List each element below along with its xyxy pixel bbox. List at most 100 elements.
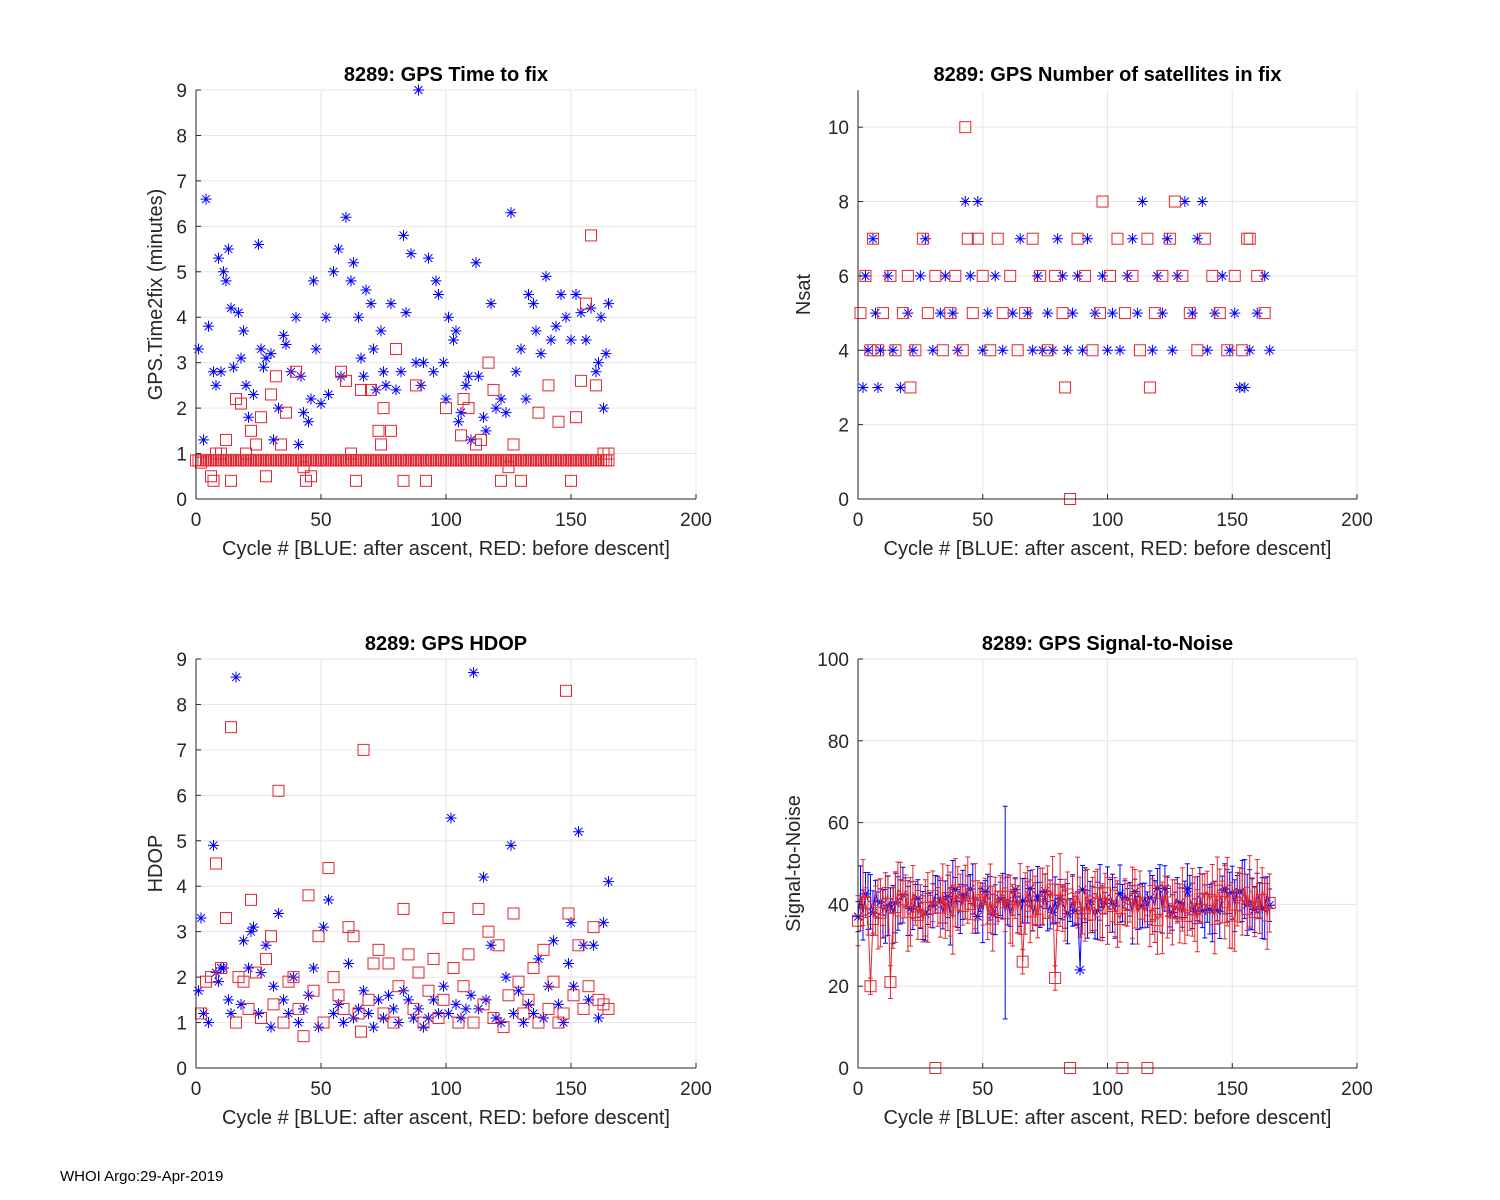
red-point (377, 1007, 390, 1020)
blue-point (225, 1007, 237, 1019)
red-point (1173, 907, 1186, 920)
blue-point (593, 1012, 604, 1024)
red-point (452, 1016, 465, 1029)
blue-point (490, 1012, 502, 1024)
red-point (1046, 883, 1059, 896)
blue-point (198, 1007, 209, 1019)
blue-point (380, 379, 392, 391)
red-point (437, 993, 450, 1006)
red-point (1198, 232, 1211, 245)
red-point (876, 307, 889, 320)
red-point (1143, 910, 1156, 923)
blue-point (258, 361, 269, 373)
red-point (387, 1016, 400, 1029)
blue-point (450, 325, 462, 337)
blue-point (473, 370, 484, 382)
red-point (532, 406, 545, 419)
x-tick-label: 0 (853, 1079, 864, 1100)
red-point (272, 784, 285, 797)
y-tick-label: 6 (176, 217, 187, 238)
red-point (382, 957, 395, 970)
blue-point (383, 989, 394, 1001)
red-point (297, 1030, 310, 1043)
blue-point (947, 307, 959, 319)
blue-point (1062, 344, 1074, 356)
red-point (1188, 903, 1201, 916)
red-point (205, 470, 217, 483)
blue-point (495, 393, 507, 405)
red-point (587, 921, 600, 934)
blue-point (580, 334, 592, 346)
x-axis-label: Cycle # [BLUE: after ascent, RED: before… (222, 1107, 670, 1129)
red-point (944, 307, 957, 320)
blue-point (283, 1007, 294, 1019)
blue-point (565, 917, 577, 929)
blue-point (510, 366, 522, 378)
red-point (362, 993, 375, 1006)
red-point (1243, 232, 1256, 245)
blue-point (243, 411, 254, 423)
y-axis-label: Nsat (793, 273, 815, 315)
blue-point (1161, 233, 1173, 245)
blue-point (1007, 307, 1019, 319)
blue-point (1126, 233, 1138, 245)
red-point (936, 344, 949, 357)
blue-point (395, 366, 407, 378)
y-tick-label: 2 (838, 416, 849, 437)
blue-point (323, 388, 334, 400)
blue-point (1097, 270, 1109, 282)
blue-point (360, 284, 372, 296)
blue-point (318, 921, 329, 933)
blue-point (570, 289, 582, 300)
red-point (1096, 195, 1109, 208)
red-point (432, 1012, 445, 1025)
red-point (1136, 896, 1149, 909)
y-tick-label: 8 (838, 193, 849, 214)
red-point (427, 952, 440, 965)
blue-point (215, 366, 227, 378)
blue-point (413, 84, 424, 96)
red-point (567, 989, 580, 1002)
red-point (1133, 344, 1146, 357)
red-point (1113, 913, 1126, 926)
red-point (245, 424, 257, 437)
y-tick-label: 0 (838, 490, 849, 511)
red-point (392, 980, 405, 993)
plot-marks (190, 84, 615, 487)
blue-point (1077, 884, 1089, 896)
blue-point (303, 416, 314, 428)
blue-point (1151, 270, 1163, 282)
red-point (889, 344, 902, 357)
red-point (1181, 909, 1194, 922)
blue-point (545, 334, 557, 346)
y-tick-label: 2 (176, 968, 187, 989)
red-point (547, 975, 560, 988)
red-point (385, 424, 397, 437)
blue-point (323, 894, 334, 906)
red-point (332, 989, 345, 1002)
red-point (1071, 232, 1084, 245)
red-point (956, 899, 969, 912)
blue-point (448, 334, 459, 346)
red-point (1126, 269, 1139, 282)
blue-point (857, 381, 869, 393)
plot-marks (193, 667, 615, 1043)
blue-point (553, 998, 564, 1010)
blue-point (333, 243, 344, 255)
blue-point (485, 939, 497, 951)
blue-point (867, 233, 879, 245)
red-point (220, 912, 232, 925)
red-point (1221, 344, 1234, 357)
blue-point (505, 207, 517, 219)
red-point (260, 470, 272, 483)
red-point (582, 980, 595, 993)
red-point (1226, 909, 1239, 922)
red-point (901, 269, 914, 282)
red-point (590, 379, 602, 392)
y-tick-label: 6 (176, 786, 187, 807)
blue-point (358, 985, 369, 997)
red-point (532, 1016, 545, 1029)
red-point (994, 890, 1007, 903)
y-tick-label: 4 (176, 308, 187, 329)
red-point (1248, 905, 1261, 918)
